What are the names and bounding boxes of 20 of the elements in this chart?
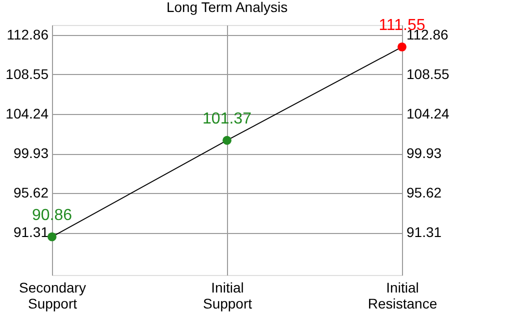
y2-tick-label: 95.62 <box>406 184 442 201</box>
y-tick-label: 91.31 <box>13 224 49 240</box>
data-label: 101.37 <box>202 110 252 128</box>
chart-title: Long Term Analysis <box>166 0 288 15</box>
y-tick-label: 104.24 <box>6 106 49 122</box>
y2-tick-label: 108.55 <box>406 66 450 82</box>
y2-tick-label: 91.31 <box>406 224 442 240</box>
point <box>398 42 406 52</box>
x-tick-label: Secondary Support <box>19 280 86 312</box>
y-tick-label: 108.55 <box>6 66 49 82</box>
x-tick-label: Initial Support <box>202 280 252 312</box>
y-tick-label: 112.86 <box>6 26 49 42</box>
y-tick-label: 95.62 <box>13 184 49 201</box>
point <box>222 136 232 145</box>
x-tick-label: Initial Resistance <box>368 280 438 312</box>
y2-tick-label: 99.93 <box>406 145 442 162</box>
point <box>48 232 56 242</box>
data-label: 90.86 <box>32 206 72 224</box>
y-tick-label: 99.93 <box>13 145 49 162</box>
y2-tick-label: 104.24 <box>406 106 450 122</box>
